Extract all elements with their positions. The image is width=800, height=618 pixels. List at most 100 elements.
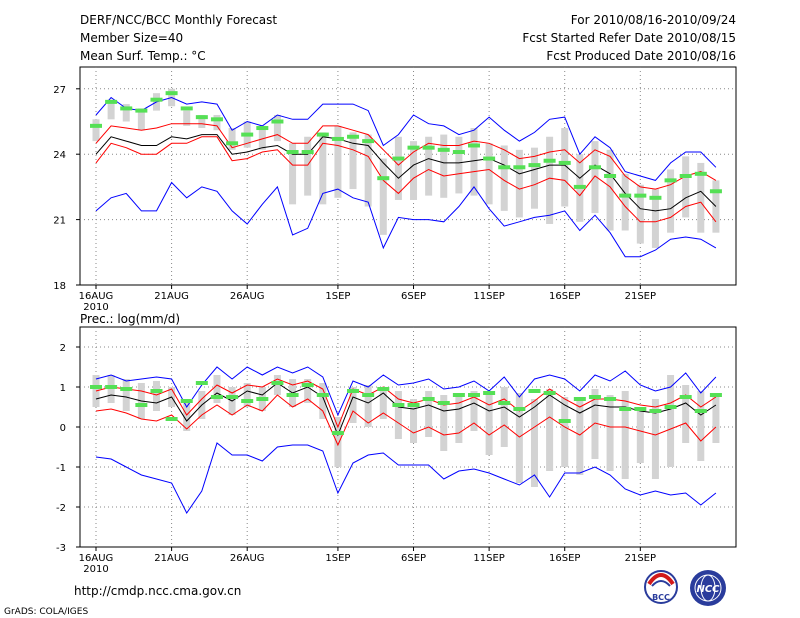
- precip-spread-box: [455, 397, 463, 443]
- precip-spread-box: [485, 391, 493, 455]
- precip-member-marker: [528, 389, 541, 393]
- temp-spread-box: [697, 162, 705, 233]
- precip-spread-box: [183, 403, 191, 431]
- precip-spread-box: [606, 395, 614, 471]
- precip-member-marker: [256, 397, 269, 401]
- precip-member-marker: [573, 397, 586, 401]
- temp-member-marker: [588, 165, 601, 170]
- temp-member-marker: [347, 134, 360, 139]
- temp-spread-box: [546, 136, 554, 224]
- temp-spread-box: [334, 125, 342, 198]
- temp-member-marker: [483, 156, 496, 161]
- temp-member-marker: [331, 136, 344, 141]
- precip-spread-box: [515, 393, 523, 483]
- precip-member-marker: [316, 393, 329, 397]
- precip-member-marker: [452, 393, 465, 397]
- temp-member-marker: [301, 150, 314, 155]
- precip-spread-box: [394, 391, 402, 439]
- temp-inner-upper-line: [95, 123, 717, 190]
- temp-spread-box: [651, 189, 659, 248]
- temp-spread-box: [364, 134, 372, 207]
- temp-member-marker: [165, 91, 178, 96]
- precip-xtick-label: 21AUG: [154, 553, 189, 564]
- precip-spread-box: [425, 391, 433, 437]
- temp-outer-lower-line: [95, 181, 717, 258]
- temp-ytick-label: 21: [53, 216, 66, 227]
- precip-member-marker: [619, 407, 632, 411]
- temp-member-marker: [210, 117, 223, 122]
- precip-member-marker: [694, 409, 707, 413]
- temp-xtick-label: 6SEP: [401, 291, 426, 302]
- temp-member-marker: [437, 147, 450, 152]
- temp-ytick-label: 27: [53, 85, 66, 96]
- temp-spread-box: [273, 114, 281, 142]
- precip-ytick-label: -1: [56, 463, 66, 474]
- precip-member-marker: [377, 387, 390, 391]
- temperature-panel: 18 21 24 27 16AUG 21AUG 26AUG 1SEP 6SEP 11SEP 16SE…: [53, 66, 737, 313]
- precip-member-marker: [407, 403, 420, 407]
- precip-spread-box: [561, 397, 569, 467]
- precip-spread-box: [667, 375, 675, 467]
- precip-ytick-label: 0: [60, 423, 66, 434]
- precip-member-marker: [498, 401, 511, 405]
- precip-spread-box: [410, 399, 418, 443]
- precip-member-marker: [392, 403, 405, 407]
- grads-credit: GrADS: COLA/IGES: [4, 607, 88, 617]
- precip-member-marker: [135, 403, 148, 407]
- precip-member-marker: [679, 395, 692, 399]
- temp-member-marker: [649, 195, 662, 200]
- temp-outer-upper-line: [95, 96, 717, 181]
- precip-member-marker: [649, 409, 662, 413]
- temp-spread-box: [304, 136, 312, 196]
- precip-member-marker: [226, 395, 239, 399]
- temp-spread-box: [682, 156, 690, 218]
- precip-member-marker: [483, 391, 496, 395]
- precip-spread-box: [682, 385, 690, 443]
- precip-spread-box: [636, 407, 644, 463]
- temp-spread-box: [440, 134, 448, 198]
- precip-member-marker: [664, 405, 677, 409]
- temp-xtick-label: 16SEP: [549, 291, 580, 302]
- precip-outer-upper-line: [95, 366, 717, 417]
- precip-ytick-label: -3: [56, 543, 66, 554]
- temp-spread-box: [258, 125, 266, 150]
- precip-member-marker: [105, 385, 118, 389]
- precip-member-marker: [604, 397, 617, 401]
- precip-member-marker: [422, 397, 435, 401]
- precip-outer-lower-line: [95, 442, 717, 514]
- temp-xtick-label: 21AUG: [154, 291, 189, 302]
- precip-plot-frame: [79, 326, 737, 548]
- forecast-period: For 2010/08/16-2010/09/24: [571, 13, 736, 27]
- temp-spread-box: [636, 184, 644, 244]
- temp-spread-box: [667, 169, 675, 233]
- temp-year-label: 2010: [83, 302, 108, 313]
- temperature-plot-frame: [79, 66, 737, 286]
- precip-member-marker: [195, 381, 208, 385]
- temp-xtick-label: 21SEP: [625, 291, 656, 302]
- precip-member-marker: [588, 395, 601, 399]
- precip-xtick-label: 11SEP: [473, 553, 504, 564]
- precip-xtick-label: 16SEP: [549, 553, 580, 564]
- temp-member-marker: [286, 150, 299, 155]
- precip-spread-box: [364, 385, 372, 427]
- precip-spread-box: [243, 383, 251, 407]
- precip-xtick-label: 1SEP: [325, 553, 350, 564]
- temp-spread-box: [228, 128, 236, 150]
- temp-member-marker: [513, 165, 526, 170]
- temp-member-marker: [604, 174, 617, 178]
- precip-member-marker: [286, 393, 299, 397]
- temp-member-marker: [120, 106, 133, 111]
- figure-title: DERF/NCC/BCC Monthly Forecast: [80, 13, 277, 27]
- temp-spread-box: [137, 108, 145, 131]
- temp-xtick-label: 11SEP: [473, 291, 504, 302]
- temp-inner-lower-line: [95, 136, 717, 223]
- temp-xtick-label: 16AUG: [79, 291, 114, 302]
- precip-mean-line: [95, 382, 717, 437]
- temp-spread-box: [319, 132, 327, 205]
- precip-ytick-label: 1: [60, 383, 66, 394]
- temp-spread-box: [183, 110, 191, 126]
- temp-spread-box: [379, 158, 387, 235]
- source-url[interactable]: http://cmdp.ncc.cma.gov.cn: [74, 584, 241, 598]
- temp-ytick-label: 18: [53, 281, 66, 292]
- temp-member-marker: [573, 184, 586, 189]
